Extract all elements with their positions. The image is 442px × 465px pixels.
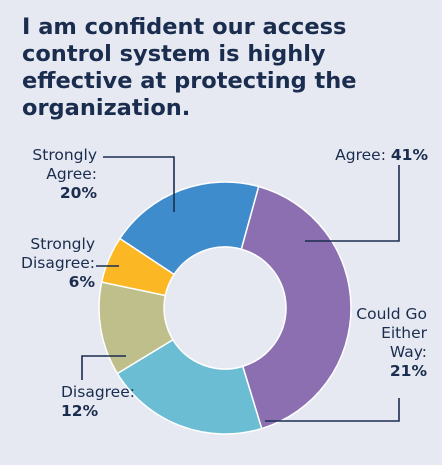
label-strongly-agree-value: 20% [59, 184, 97, 202]
label-could-go-value: 21% [389, 362, 427, 380]
label-strongly-disagree-text: Strongly Disagree: [21, 235, 95, 272]
chart-title: I am confident our access control system… [22, 14, 357, 121]
label-could-go: Could Go Either Way: 21% [347, 305, 427, 381]
leader-line-disagree [81, 355, 126, 380]
donut-slice-agree [240, 185, 352, 430]
leader-lines [81, 156, 400, 422]
label-disagree-value: 12% [61, 402, 99, 420]
donut-slices [98, 181, 352, 435]
label-strongly-agree-text: Strongly Agree: [32, 146, 97, 183]
donut-slice-strongly-agree [118, 181, 260, 276]
label-strongly-disagree: Strongly Disagree: 6% [6, 235, 95, 292]
label-disagree-text: Disagree: [61, 383, 135, 401]
label-agree-value: 41% [390, 146, 428, 164]
label-strongly-agree: Strongly Agree: 20% [6, 146, 97, 203]
label-disagree: Disagree: 12% [61, 383, 151, 421]
label-agree-text: Agree: [335, 146, 386, 164]
label-agree: Agree: 41% [228, 146, 428, 165]
donut-slice-could-go-either-way [116, 338, 263, 435]
label-strongly-disagree-value: 6% [68, 273, 95, 291]
leader-line-strongly-agree [103, 156, 175, 212]
leader-line-could-go [265, 398, 400, 422]
leader-line-agree [305, 165, 400, 242]
label-could-go-text: Could Go Either Way: [356, 305, 427, 361]
